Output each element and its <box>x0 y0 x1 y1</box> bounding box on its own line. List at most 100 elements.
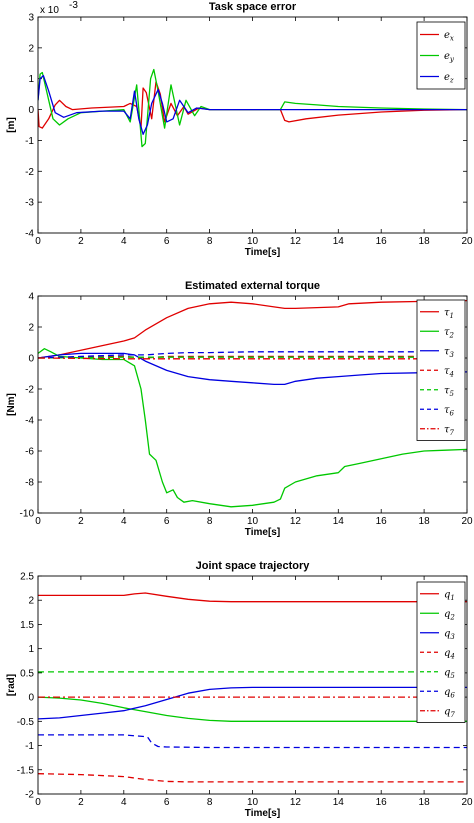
series-line-τ3 <box>38 352 467 386</box>
x-tick-label: 8 <box>207 236 213 247</box>
series-line-τ1 <box>38 299 467 359</box>
x-tick-label: 0 <box>35 236 41 247</box>
chart-title: Estimated external torque <box>185 280 320 292</box>
y-axis-label: [m] <box>6 117 17 133</box>
x-tick-label: 12 <box>290 236 302 247</box>
series-line-q2 <box>38 696 467 722</box>
x-tick-label: 8 <box>207 516 213 527</box>
y-tick-label: 4 <box>28 292 34 303</box>
y-tick-label: -8 <box>25 478 34 489</box>
y-exponent-power: -3 <box>69 0 78 11</box>
series-line-τ7 <box>38 357 467 360</box>
plot-area <box>38 296 467 513</box>
x-tick-label: 6 <box>164 797 170 808</box>
y-tick-label: 1 <box>28 74 34 85</box>
x-axis-label: Time[s] <box>245 808 280 819</box>
y-tick-label: -3 <box>25 198 34 209</box>
x-tick-label: 12 <box>290 797 302 808</box>
x-tick-label: 10 <box>247 236 259 247</box>
x-tick-label: 14 <box>333 516 345 527</box>
y-tick-label: 0.5 <box>20 668 34 679</box>
x-tick-label: 2 <box>78 797 84 808</box>
x-tick-label: 4 <box>121 516 127 527</box>
series-line-τ5 <box>38 356 467 359</box>
axes-frame <box>37 575 468 795</box>
axes-frame <box>37 16 468 234</box>
y-tick-label: 1 <box>28 644 34 655</box>
x-tick-label: 12 <box>290 516 302 527</box>
y-tick-label: 0 <box>28 693 34 704</box>
y-tick-label: 1.5 <box>20 620 34 631</box>
y-tick-label: 2 <box>28 43 34 54</box>
y-tick-label: 2 <box>28 596 34 607</box>
legend: τ1 τ2 τ3 τ4 τ5 τ6 τ7 <box>416 299 466 441</box>
chart-title: Task space error <box>209 1 297 13</box>
series-group <box>38 299 467 508</box>
x-tick-label: 20 <box>461 797 473 808</box>
legend: ex ey ez <box>416 21 466 90</box>
plot-area <box>38 17 467 233</box>
legend-label: τ5 <box>444 385 455 398</box>
legend-box <box>416 299 466 441</box>
x-tick-label: 18 <box>419 797 431 808</box>
legend-box <box>416 581 466 723</box>
y-tick-label: -10 <box>20 509 35 520</box>
legend-label: τ7 <box>444 424 455 437</box>
y-exponent-label: x 10 <box>40 5 59 16</box>
axes-frame <box>37 295 468 514</box>
y-tick-label: 0 <box>28 105 34 116</box>
legend: q1 q2 q3 q4 q5 q6 q7 <box>416 581 466 723</box>
series-line-q3 <box>38 686 467 720</box>
y-tick-label: -0.5 <box>17 717 35 728</box>
x-tick-label: 10 <box>247 797 259 808</box>
legend-label: τ1 <box>444 307 454 320</box>
x-tick-label: 20 <box>461 236 473 247</box>
legend-label: q7 <box>444 706 455 719</box>
legend-label: τ2 <box>444 327 455 340</box>
x-axis-label: Time[s] <box>245 247 280 258</box>
x-tick-label: 16 <box>376 236 388 247</box>
y-tick-label: -2 <box>25 790 34 801</box>
legend-label: q1 <box>444 589 455 602</box>
x-tick-label: 20 <box>461 516 473 527</box>
x-tick-label: 2 <box>78 516 84 527</box>
x-tick-label: 16 <box>376 516 388 527</box>
series-line-ez <box>38 74 467 135</box>
x-tick-label: 14 <box>333 236 345 247</box>
y-tick-label: -6 <box>25 447 34 458</box>
legend-label: q5 <box>444 667 455 680</box>
y-tick-label: -1 <box>25 136 34 147</box>
x-tick-label: 4 <box>121 797 127 808</box>
x-tick-label: 10 <box>247 516 259 527</box>
y-tick-label: -4 <box>25 229 34 240</box>
plot-area <box>38 576 467 794</box>
series-group <box>38 592 467 783</box>
y-tick-label: 2.5 <box>20 572 34 583</box>
x-tick-label: 18 <box>419 236 431 247</box>
legend-label: ez <box>444 72 454 85</box>
x-tick-label: 16 <box>376 797 388 808</box>
y-tick-label: 0 <box>28 354 34 365</box>
y-tick-label: -1.5 <box>17 765 35 776</box>
x-tick-label: 6 <box>164 516 170 527</box>
legend-label: ey <box>444 51 455 64</box>
y-axis-label: [rad] <box>6 674 17 696</box>
x-tick-label: 8 <box>207 797 213 808</box>
legend-label: q2 <box>444 609 455 622</box>
y-axis-label: [Nm] <box>6 393 17 416</box>
y-tick-label: 2 <box>28 323 34 334</box>
y-tick-label: -1 <box>25 741 34 752</box>
series-line-τ6 <box>38 351 467 359</box>
series-line-τ2 <box>38 348 467 508</box>
legend-label: τ4 <box>444 366 454 379</box>
y-tick-label: -2 <box>25 385 34 396</box>
x-tick-label: 14 <box>333 797 345 808</box>
x-axis-label: Time[s] <box>245 527 280 538</box>
x-tick-label: 4 <box>121 236 127 247</box>
y-tick-label: -2 <box>25 167 34 178</box>
series-group <box>38 68 467 148</box>
legend-label: ex <box>444 30 454 43</box>
